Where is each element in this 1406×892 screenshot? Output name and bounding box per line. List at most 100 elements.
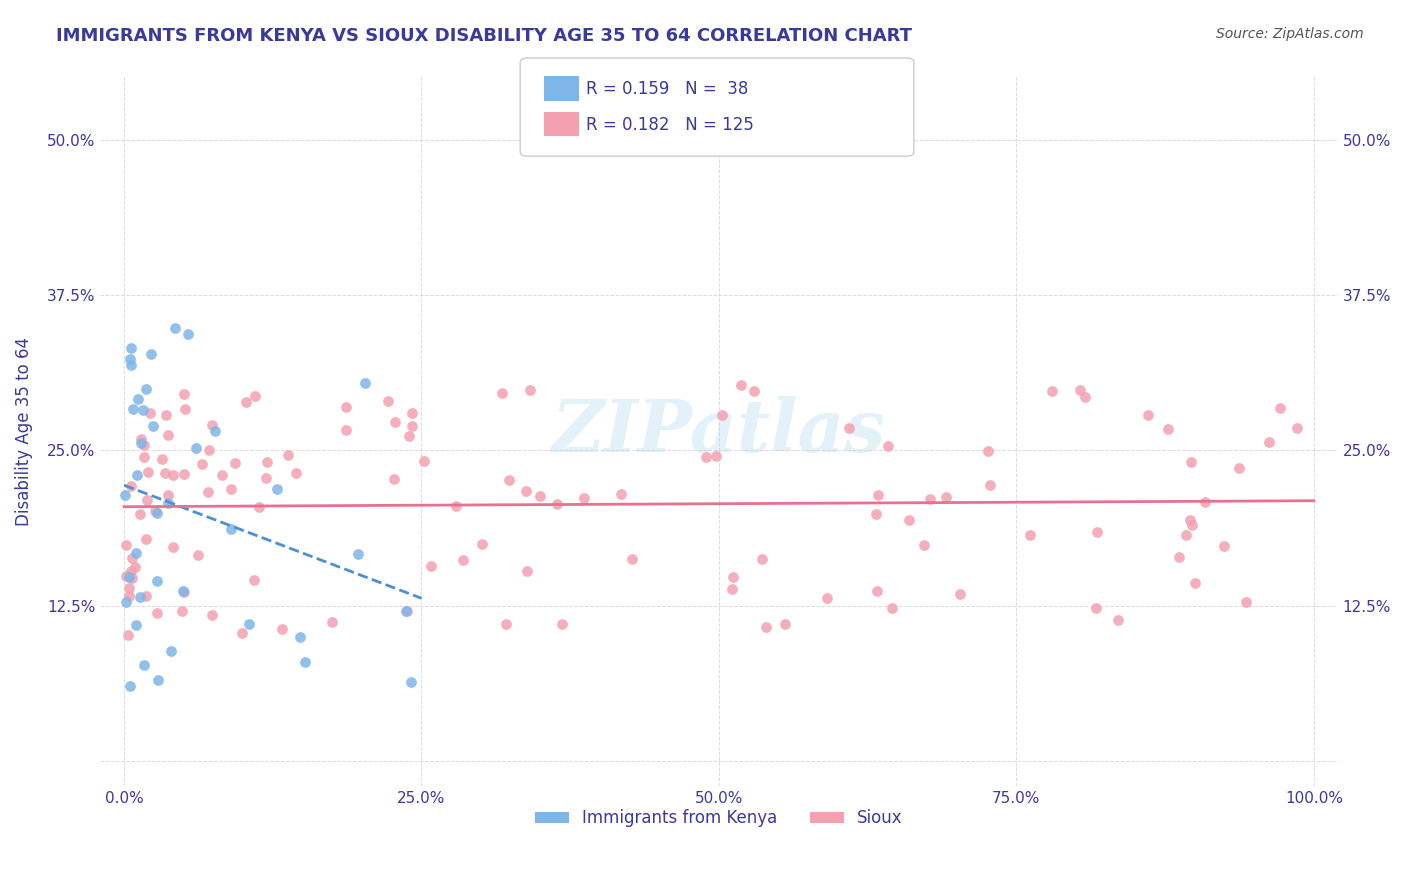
Point xyxy=(382,472,405,486)
Point xyxy=(412,453,434,467)
Point xyxy=(1270,401,1292,415)
Point xyxy=(751,552,773,566)
Point xyxy=(815,591,838,606)
Point xyxy=(121,550,143,565)
Point xyxy=(120,564,142,578)
Point xyxy=(1234,595,1257,609)
Text: R = 0.182   N = 125: R = 0.182 N = 125 xyxy=(586,116,754,134)
Point xyxy=(142,418,165,433)
Point xyxy=(1137,409,1160,423)
Point xyxy=(353,376,375,390)
Point xyxy=(173,585,195,599)
Text: IMMIGRANTS FROM KENYA VS SIOUX DISABILITY AGE 35 TO 64 CORRELATION CHART: IMMIGRANTS FROM KENYA VS SIOUX DISABILIT… xyxy=(56,27,912,45)
Point xyxy=(515,484,537,499)
Point xyxy=(866,583,889,598)
Point xyxy=(335,400,357,414)
Point xyxy=(129,590,152,604)
Point xyxy=(173,467,195,481)
Point xyxy=(838,421,860,435)
Point xyxy=(160,644,183,658)
Point xyxy=(285,467,308,481)
Point xyxy=(172,604,194,618)
Point xyxy=(979,477,1001,491)
Point xyxy=(118,570,141,584)
Point xyxy=(120,679,142,693)
Point xyxy=(1168,549,1191,564)
Point xyxy=(720,582,742,596)
Point xyxy=(572,491,595,505)
Point xyxy=(162,540,184,554)
Point xyxy=(136,493,159,508)
Point xyxy=(609,486,631,500)
Point xyxy=(162,467,184,482)
Point xyxy=(1069,384,1091,398)
Point xyxy=(120,479,142,493)
Point xyxy=(117,590,139,604)
Point xyxy=(398,428,420,442)
Text: ZIPatlas: ZIPatlas xyxy=(553,396,886,467)
Point xyxy=(125,618,148,632)
Point xyxy=(1180,455,1202,469)
Point xyxy=(773,617,796,632)
Point xyxy=(1040,384,1063,398)
Point xyxy=(120,352,142,367)
Point xyxy=(243,573,266,587)
Point xyxy=(755,620,778,634)
Point xyxy=(173,387,195,401)
Point xyxy=(1074,390,1097,404)
Point xyxy=(155,408,177,422)
Point xyxy=(949,587,972,601)
Point xyxy=(877,439,900,453)
Point xyxy=(247,500,270,514)
Point xyxy=(163,321,186,335)
Point xyxy=(1175,527,1198,541)
Point xyxy=(153,466,176,480)
Point xyxy=(134,657,156,672)
Point xyxy=(135,532,157,546)
Y-axis label: Disability Age 35 to 64: Disability Age 35 to 64 xyxy=(15,337,32,526)
Text: Source: ZipAtlas.com: Source: ZipAtlas.com xyxy=(1216,27,1364,41)
Point xyxy=(550,616,572,631)
Point xyxy=(977,443,1000,458)
Point xyxy=(1107,613,1129,627)
Point xyxy=(711,409,734,423)
Point xyxy=(898,513,921,527)
Point xyxy=(420,559,443,574)
Point xyxy=(912,538,935,552)
Point xyxy=(546,497,568,511)
Point xyxy=(121,571,143,585)
Point xyxy=(174,402,197,417)
Text: R = 0.159   N =  38: R = 0.159 N = 38 xyxy=(586,80,748,98)
Point xyxy=(290,631,312,645)
Point xyxy=(187,548,209,562)
Point xyxy=(529,489,551,503)
Point xyxy=(704,450,727,464)
Point xyxy=(495,616,517,631)
Point xyxy=(184,441,207,455)
Point xyxy=(129,435,152,450)
Point xyxy=(401,406,423,420)
Point xyxy=(384,415,406,429)
Point xyxy=(221,482,243,496)
Point xyxy=(224,456,246,470)
Point xyxy=(271,622,294,636)
Point xyxy=(135,590,157,604)
Point xyxy=(117,628,139,642)
Point xyxy=(127,392,149,406)
Point xyxy=(377,394,399,409)
Point xyxy=(451,553,474,567)
Point xyxy=(516,564,538,578)
Point xyxy=(401,419,423,434)
Point xyxy=(243,389,266,403)
Point xyxy=(118,581,141,595)
Point xyxy=(235,394,257,409)
Point xyxy=(197,485,219,500)
Point xyxy=(395,604,418,618)
Point xyxy=(198,443,221,458)
Point xyxy=(1180,517,1202,532)
Point xyxy=(125,546,148,560)
Point xyxy=(1085,601,1108,615)
Point xyxy=(145,506,167,520)
Point xyxy=(120,358,142,372)
Point xyxy=(401,675,423,690)
